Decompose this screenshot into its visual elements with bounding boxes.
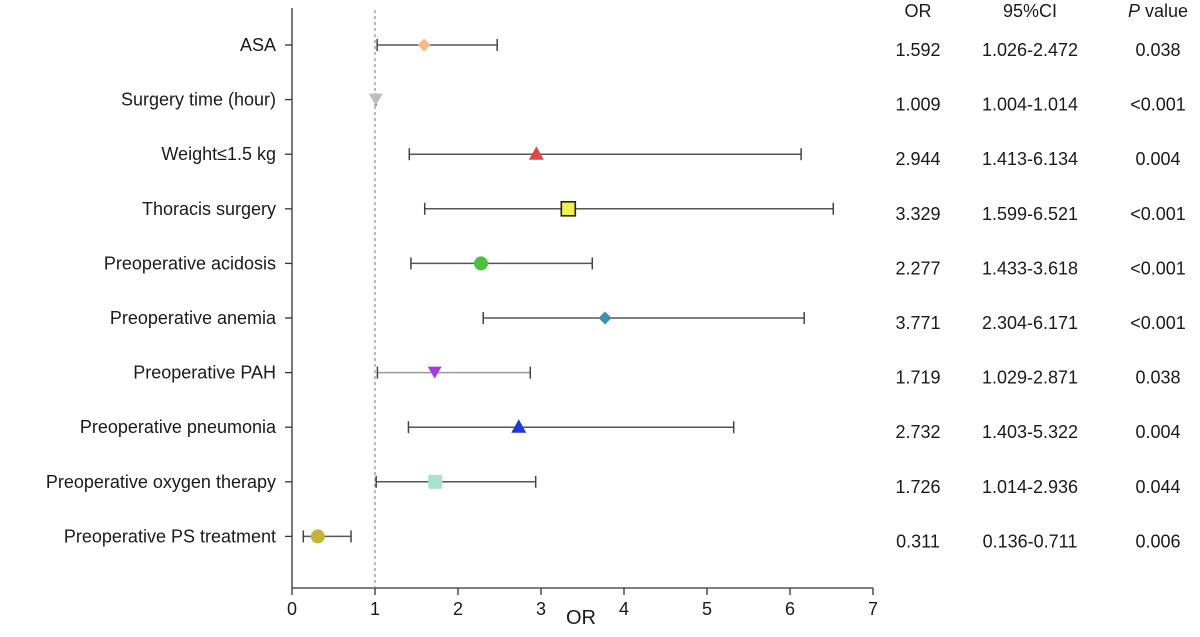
ci-value: 1.026-2.472 xyxy=(982,40,1078,60)
forest-row: Surgery time (hour) 1.009 1.004-1.014 <0.00… xyxy=(121,90,1186,115)
p-value: 0.006 xyxy=(1135,531,1180,551)
point-marker-circle xyxy=(473,256,488,271)
row-label: Weight≤1.5 kg xyxy=(161,144,276,164)
point-marker-diamond xyxy=(417,38,431,52)
row-label: Preoperative PAH xyxy=(133,363,276,383)
p-value: <0.001 xyxy=(1130,204,1186,224)
p-value-column-header: P value xyxy=(1128,1,1188,21)
ci-value: 1.433-3.618 xyxy=(982,258,1078,278)
axes: 0 1 2 3 4 5 6 7 xyxy=(287,8,878,619)
p-value: 0.038 xyxy=(1135,368,1180,388)
forest-row: Preoperative PAH 1.719 1.029-2.871 0.038 xyxy=(133,363,1180,388)
ci-value: 1.029-2.871 xyxy=(982,368,1078,388)
point-marker-triangle-up xyxy=(511,419,527,433)
x-tick-label: 4 xyxy=(619,599,629,619)
row-label: Surgery time (hour) xyxy=(121,90,276,110)
forest-row: Preoperative acidosis 2.277 1.433-3.618 <0.… xyxy=(104,253,1186,278)
point-marker-triangle-down xyxy=(427,366,442,379)
x-axis-title: OR xyxy=(566,607,596,629)
rows: ASA 1.592 1.026-2.472 0.038 Surgery time (ho… xyxy=(46,35,1186,551)
or-value: 2.944 xyxy=(895,149,940,169)
or-value: 3.771 xyxy=(895,313,940,333)
row-label: Thoracis surgery xyxy=(142,199,276,219)
forest-row: Preoperative PS treatment 0.311 0.136-0.71… xyxy=(64,526,1181,551)
row-label: ASA xyxy=(240,35,276,55)
ci-value: 1.599-6.521 xyxy=(982,204,1078,224)
point-marker-circle xyxy=(310,529,325,544)
or-value: 1.726 xyxy=(895,477,940,497)
ci-column-header: 95%CI xyxy=(1003,1,1057,21)
ci-value: 0.136-0.711 xyxy=(983,531,1078,551)
p-value-header-rest: value xyxy=(1140,1,1188,21)
or-value: 3.329 xyxy=(895,204,940,224)
ci-value: 1.413-6.134 xyxy=(982,149,1078,169)
ci-value: 1.403-5.322 xyxy=(982,422,1078,442)
x-tick-label: 2 xyxy=(453,599,463,619)
x-tick-label: 5 xyxy=(702,599,712,619)
row-label: Preoperative PS treatment xyxy=(64,526,276,546)
or-value: 1.592 xyxy=(895,40,940,60)
row-label: Preoperative anemia xyxy=(110,308,277,328)
or-value: 1.009 xyxy=(895,95,940,115)
x-tick-label: 1 xyxy=(370,599,380,619)
p-value: <0.001 xyxy=(1130,258,1186,278)
forest-row: Preoperative oxygen therapy 1.726 1.014-2.… xyxy=(46,472,1181,497)
point-marker-square xyxy=(560,201,577,217)
point-marker-triangle-up xyxy=(528,146,544,160)
p-value: 0.004 xyxy=(1135,149,1180,169)
x-tick-label: 0 xyxy=(287,599,297,619)
p-value: <0.001 xyxy=(1130,95,1186,115)
p-value: <0.001 xyxy=(1130,313,1186,333)
forest-row: Preoperative anemia 3.771 2.304-6.171 <0.00… xyxy=(110,308,1186,333)
or-column-header: OR xyxy=(905,1,932,21)
row-label: Preoperative acidosis xyxy=(104,253,276,273)
forest-row: Thoracis surgery 3.329 1.599-6.521 <0.001 xyxy=(142,199,1186,224)
or-value: 0.311 xyxy=(896,531,940,551)
table-header: OR 95%CI P value xyxy=(905,1,1189,21)
p-value: 0.004 xyxy=(1135,422,1180,442)
point-marker-triangle-down xyxy=(368,93,383,106)
p-value-header-italic: P xyxy=(1128,1,1140,21)
row-label: Preoperative oxygen therapy xyxy=(46,472,276,492)
p-value: 0.044 xyxy=(1135,477,1180,497)
or-value: 2.732 xyxy=(895,422,940,442)
point-marker-square xyxy=(428,474,443,489)
ci-value: 1.004-1.014 xyxy=(982,95,1078,115)
p-value: 0.038 xyxy=(1135,40,1180,60)
forest-row: Weight≤1.5 kg 2.944 1.413-6.134 0.004 xyxy=(161,144,1180,169)
x-tick-label: 6 xyxy=(785,599,795,619)
forest-row: ASA 1.592 1.026-2.472 0.038 xyxy=(240,35,1181,60)
ci-value: 1.014-2.936 xyxy=(982,477,1078,497)
ci-value: 2.304-6.171 xyxy=(982,313,1078,333)
x-tick-label: 7 xyxy=(868,599,878,619)
or-value: 2.277 xyxy=(895,258,940,278)
x-tick-label: 3 xyxy=(536,599,546,619)
point-marker-diamond xyxy=(598,311,612,325)
or-value: 1.719 xyxy=(895,368,940,388)
row-label: Preoperative pneumonia xyxy=(80,417,277,437)
forest-row: Preoperative pneumonia 2.732 1.403-5.322 0.… xyxy=(80,417,1181,442)
